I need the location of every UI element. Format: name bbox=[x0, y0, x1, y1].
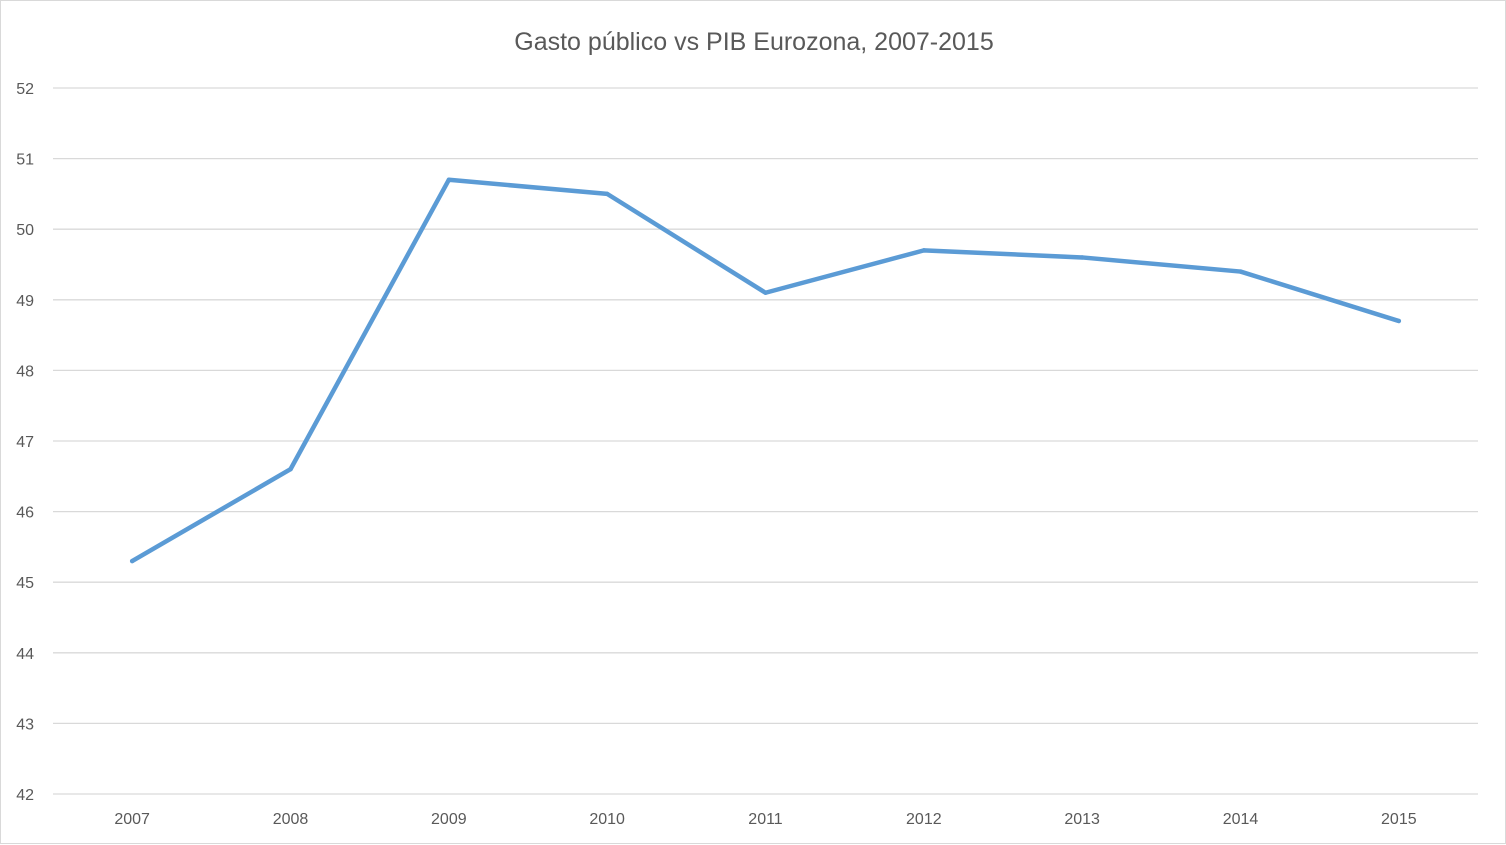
data-point-2011 bbox=[763, 290, 768, 295]
data-point-2013 bbox=[1079, 255, 1085, 260]
data-point-2009 bbox=[446, 177, 452, 182]
x-tick-label: 2011 bbox=[748, 811, 783, 828]
x-tick-label: 2013 bbox=[1064, 811, 1100, 828]
y-tick-label: 46 bbox=[16, 505, 34, 522]
y-axis-ticks: 42 43 44 45 46 47 48 49 50 51 52 bbox=[16, 81, 34, 804]
y-tick-label: 43 bbox=[16, 716, 34, 733]
y-tick-label: 52 bbox=[16, 81, 34, 98]
x-axis-ticks: 2007 2008 2009 2010 2011 2012 2013 2014 2015 bbox=[114, 811, 1416, 828]
x-tick-label: 2010 bbox=[589, 811, 625, 828]
x-tick-label: 2008 bbox=[273, 811, 309, 828]
y-tick-label: 49 bbox=[16, 293, 34, 310]
data-point-2014 bbox=[1238, 269, 1243, 274]
y-tick-label: 44 bbox=[16, 646, 34, 663]
y-tick-label: 51 bbox=[16, 152, 34, 169]
data-point-2007 bbox=[129, 558, 135, 564]
y-tick-label: 48 bbox=[16, 363, 34, 380]
y-tick-label: 50 bbox=[16, 222, 34, 239]
x-tick-label: 2009 bbox=[431, 811, 467, 828]
x-tick-label: 2015 bbox=[1381, 811, 1417, 828]
data-point-2008 bbox=[288, 467, 293, 472]
x-tick-label: 2012 bbox=[906, 811, 942, 828]
y-tick-label: 42 bbox=[16, 787, 34, 804]
data-point-2015 bbox=[1396, 318, 1402, 324]
y-tick-label: 47 bbox=[16, 434, 34, 451]
data-point-2012 bbox=[921, 248, 927, 253]
series-layer bbox=[129, 177, 1402, 564]
y-tick-label: 45 bbox=[16, 575, 34, 592]
gridlines bbox=[53, 87, 1478, 795]
chart-title: Gasto público vs PIB Eurozona, 2007-2015 bbox=[514, 28, 993, 56]
x-tick-label: 2014 bbox=[1223, 811, 1259, 828]
data-point-2010 bbox=[604, 191, 610, 197]
x-tick-label: 2007 bbox=[114, 811, 150, 828]
